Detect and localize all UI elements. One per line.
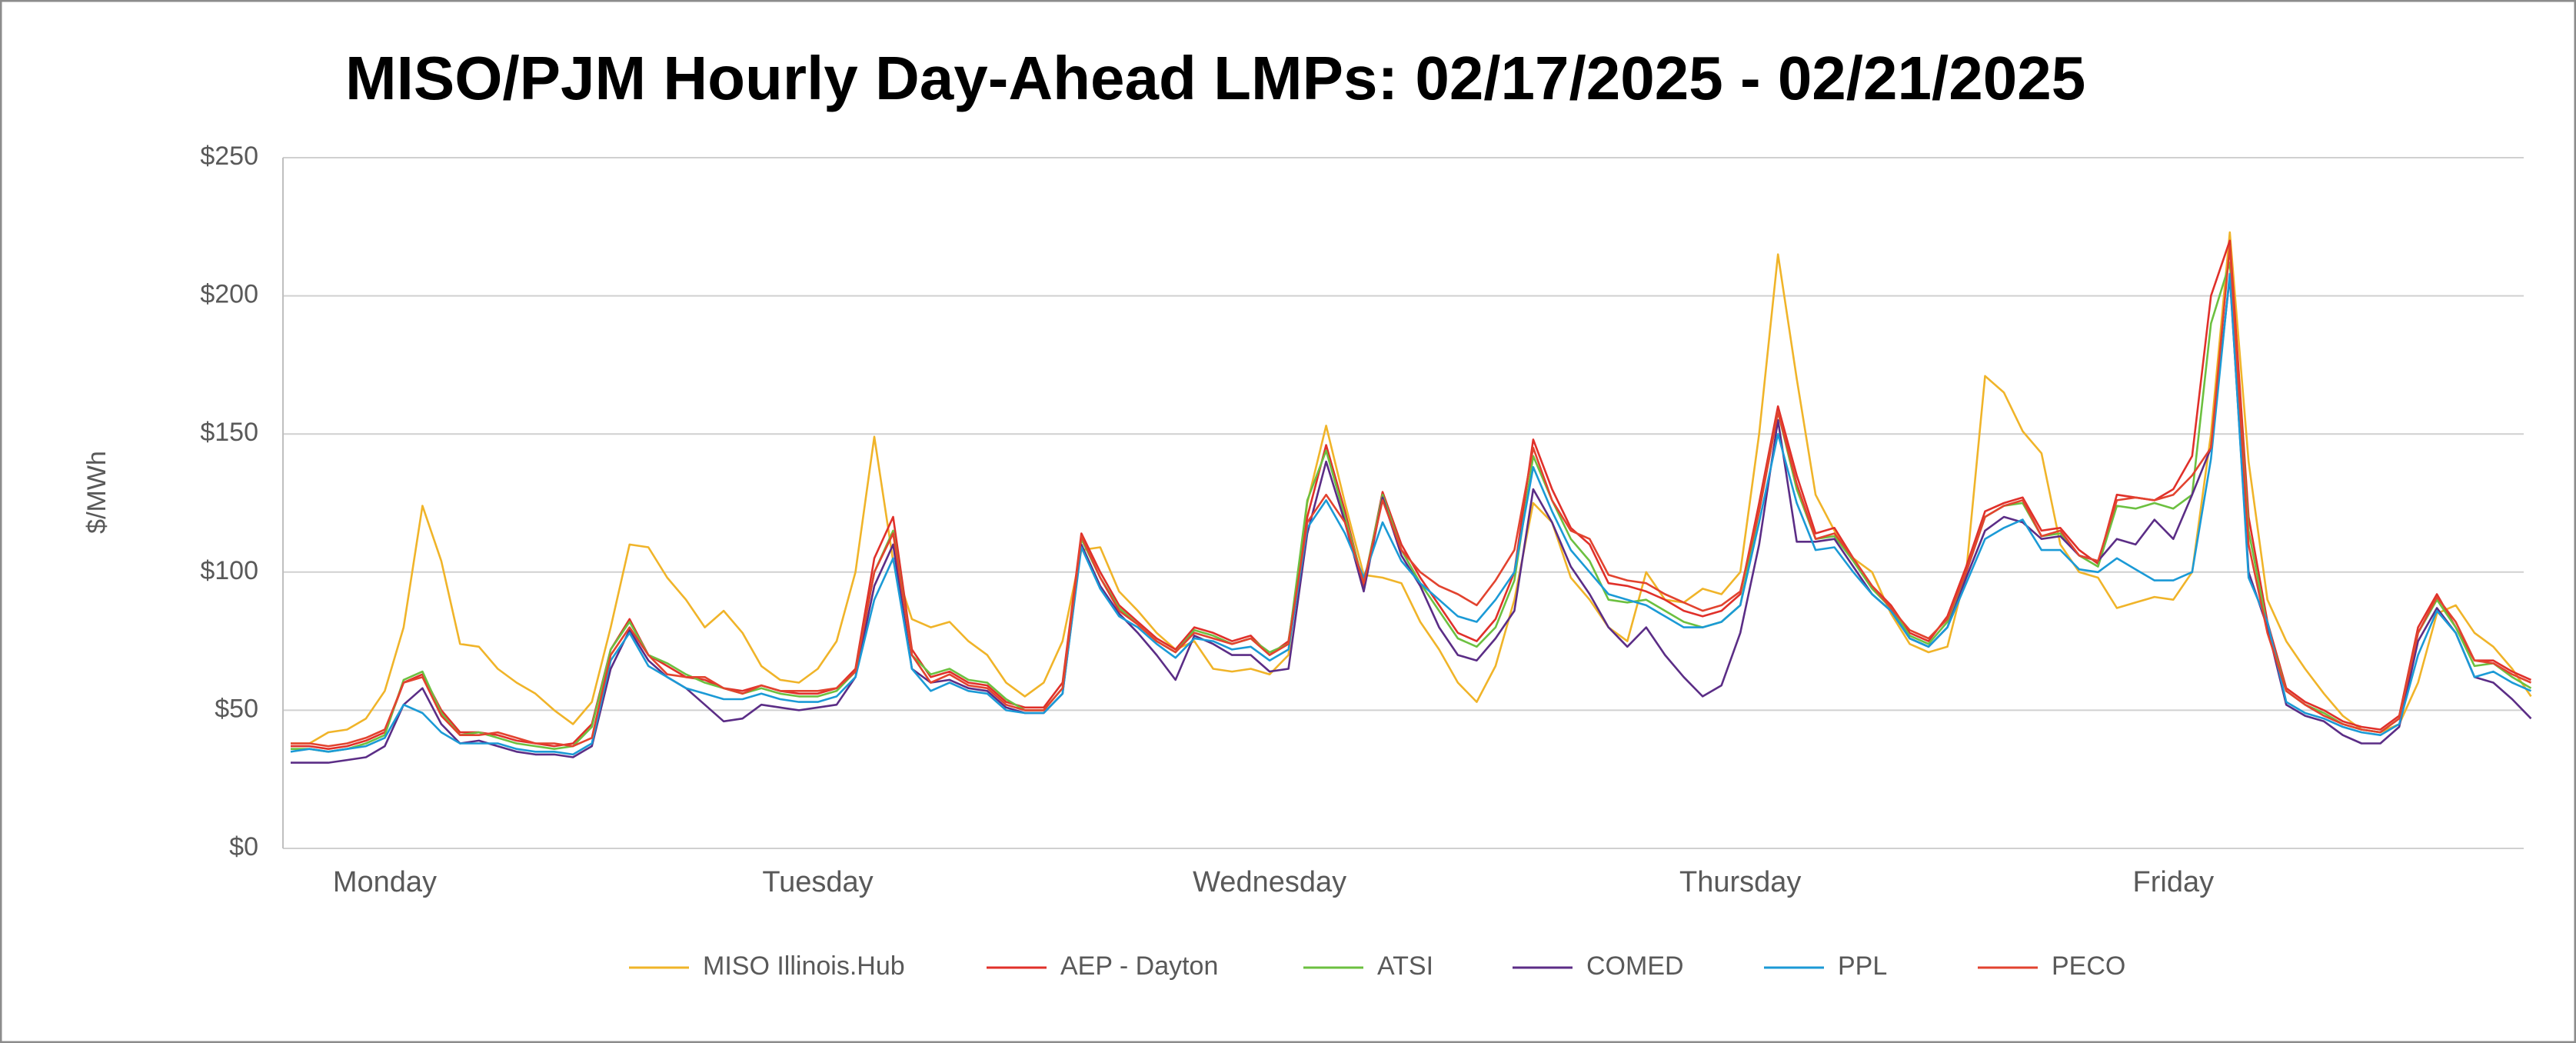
x-tick-label: Thursday — [1679, 866, 1801, 898]
x-tick-label: Monday — [333, 866, 437, 898]
series-line — [291, 262, 2532, 753]
chart-title: MISO/PJM Hourly Day-Ahead LMPs: 02/17/20… — [345, 44, 2085, 112]
y-tick-label: $250 — [200, 142, 258, 171]
legend-label: COMED — [1586, 951, 1684, 981]
series-line — [291, 231, 2532, 745]
x-tick-label: Friday — [2133, 866, 2215, 898]
legend-label: MISO Illinois.Hub — [703, 951, 905, 981]
y-tick-label: $150 — [200, 418, 258, 447]
series-line — [291, 245, 2532, 748]
legend-label: PECO — [2052, 951, 2125, 981]
y-tick-label: $200 — [200, 280, 258, 309]
y-tick-label: $50 — [215, 694, 258, 723]
x-tick-label: Wednesday — [1193, 866, 1346, 898]
legend-label: ATSI — [1377, 951, 1433, 981]
legend-label: AEP - Dayton — [1060, 951, 1218, 981]
y-axis-label: $/MWh — [82, 451, 111, 534]
legend-label: PPL — [1838, 951, 1887, 981]
series-line — [290, 272, 2532, 756]
y-tick-label: $100 — [200, 556, 258, 585]
x-tick-label: Tuesday — [762, 866, 873, 898]
y-tick-label: $0 — [229, 832, 258, 861]
